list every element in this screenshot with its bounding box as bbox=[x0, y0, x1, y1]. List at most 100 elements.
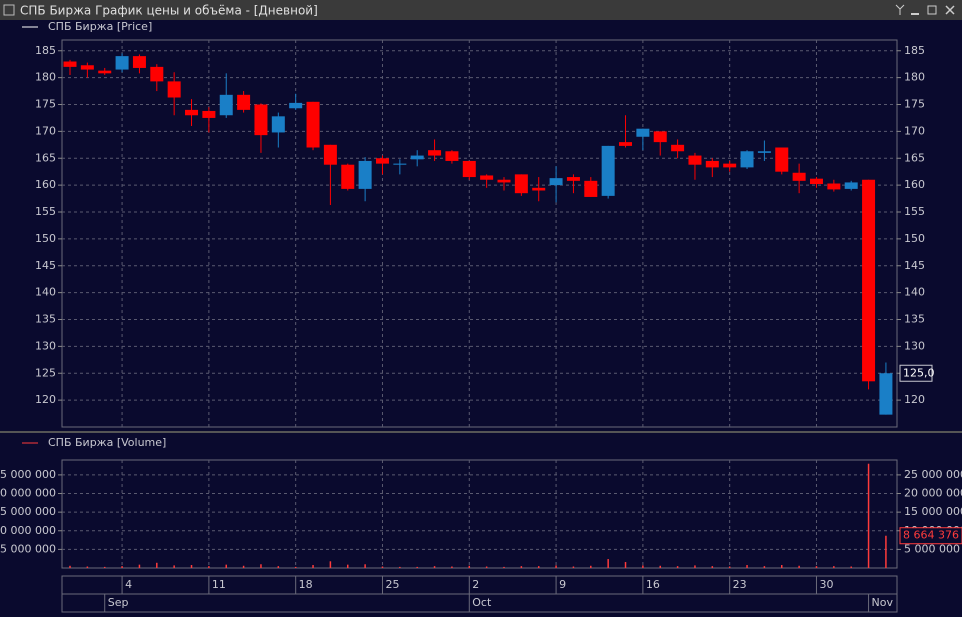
candle-body bbox=[202, 110, 216, 118]
y-tick-label: 15 000 000 bbox=[904, 505, 962, 518]
candle-body bbox=[167, 81, 181, 98]
candle-body bbox=[862, 179, 876, 382]
y-tick-label: 185 bbox=[35, 44, 56, 57]
candle-body bbox=[514, 174, 528, 194]
candle-body bbox=[566, 177, 580, 181]
y-tick-label: 140 bbox=[35, 286, 56, 299]
candle-body bbox=[237, 94, 251, 110]
candle-body bbox=[393, 163, 407, 165]
x-tick-label: 11 bbox=[212, 578, 226, 591]
candle-body bbox=[289, 102, 303, 109]
last-price-label: 125,0 bbox=[903, 366, 935, 379]
window-title: СПБ Биржа График цены и объёма - [Дневно… bbox=[20, 4, 318, 18]
candle-body bbox=[671, 144, 685, 152]
last-volume-label: 8 664 376 bbox=[903, 529, 959, 542]
legend-label: СПБ Биржа [Price] bbox=[48, 20, 152, 33]
y-tick-label: 25 000 000 bbox=[904, 468, 962, 481]
window-icon bbox=[3, 4, 15, 16]
candle-body bbox=[532, 187, 546, 191]
y-tick-label: 125 bbox=[35, 366, 56, 379]
y-tick-label: 135 bbox=[904, 313, 925, 326]
y-tick-label: 175 bbox=[904, 98, 925, 111]
y-tick-label: 180 bbox=[904, 71, 925, 84]
candle-body bbox=[497, 179, 511, 183]
x-tick-label: 25 bbox=[385, 578, 399, 591]
y-tick-label: 175 bbox=[35, 98, 56, 111]
close-button[interactable] bbox=[945, 5, 955, 15]
x-tick-label: 16 bbox=[646, 578, 660, 591]
y-tick-label: 145 bbox=[904, 259, 925, 272]
candle-body bbox=[323, 144, 337, 165]
y-tick-label: 145 bbox=[35, 259, 56, 272]
candle-body bbox=[653, 131, 667, 143]
y-tick-label: 185 bbox=[904, 44, 925, 57]
candle-body bbox=[584, 180, 598, 197]
candle-body bbox=[636, 128, 650, 137]
y-tick-label: 5 000 000 bbox=[0, 542, 56, 555]
x-tick-label: 30 bbox=[819, 578, 833, 591]
chart-layer: 1201201251251301301351351401401451451501… bbox=[0, 20, 962, 612]
candle-body bbox=[619, 142, 633, 146]
price-plot-frame bbox=[61, 39, 898, 428]
y-tick-label: 150 bbox=[35, 232, 56, 245]
y-tick-label: 135 bbox=[35, 313, 56, 326]
volume-plot-frame bbox=[61, 459, 898, 569]
x-month-label: Nov bbox=[872, 596, 894, 609]
candle-body bbox=[410, 155, 424, 160]
candle-body bbox=[63, 61, 77, 67]
x-month-label: Sep bbox=[108, 596, 129, 609]
x-tick-label: 23 bbox=[733, 578, 747, 591]
y-tick-label: 170 bbox=[35, 124, 56, 137]
title-bar bbox=[0, 0, 962, 20]
y-tick-label: 165 bbox=[35, 151, 56, 164]
candle-body bbox=[809, 178, 823, 185]
candle-body bbox=[132, 56, 146, 68]
candle-body bbox=[341, 164, 355, 189]
legend-label: СПБ Биржа [Volume] bbox=[48, 436, 166, 449]
y-tick-label: 150 bbox=[904, 232, 925, 245]
x-tick-label: 18 bbox=[299, 578, 313, 591]
candle-body bbox=[757, 151, 771, 153]
candle-body bbox=[254, 104, 268, 136]
y-tick-label: 160 bbox=[35, 178, 56, 191]
y-tick-label: 165 bbox=[904, 151, 925, 164]
y-tick-label: 160 bbox=[904, 178, 925, 191]
x-month-label: Oct bbox=[472, 596, 492, 609]
y-tick-label: 180 bbox=[35, 71, 56, 84]
y-tick-label: 120 bbox=[35, 393, 56, 406]
x-tick-label: 9 bbox=[559, 578, 566, 591]
candle-body bbox=[792, 172, 806, 181]
candle-body bbox=[549, 178, 563, 186]
candle-body bbox=[185, 109, 199, 116]
last-price-box bbox=[899, 364, 933, 382]
candle-body bbox=[306, 101, 320, 148]
y-tick-label: 140 bbox=[904, 286, 925, 299]
candle-body bbox=[688, 155, 702, 165]
pin-button[interactable] bbox=[895, 4, 905, 15]
candle-body bbox=[462, 160, 476, 178]
candle-body bbox=[428, 150, 442, 156]
x-tick-label: 2 bbox=[472, 578, 479, 591]
candle-body bbox=[705, 160, 719, 168]
candle-body bbox=[98, 70, 112, 74]
candle-body bbox=[80, 65, 94, 70]
candle-body bbox=[480, 175, 494, 180]
candle-body bbox=[723, 163, 737, 168]
y-tick-label: 25 000 000 bbox=[0, 468, 56, 481]
y-tick-label: 5 000 000 bbox=[904, 542, 960, 555]
candle-body bbox=[271, 116, 285, 133]
candle-body bbox=[879, 373, 893, 415]
maximize-button[interactable] bbox=[927, 5, 937, 15]
y-tick-label: 130 bbox=[35, 339, 56, 352]
candle-body bbox=[375, 158, 389, 164]
candle-body bbox=[358, 160, 372, 189]
last-volume-box bbox=[899, 527, 962, 545]
candle-body bbox=[150, 66, 164, 82]
y-tick-label: 155 bbox=[35, 205, 56, 218]
candle-body bbox=[827, 183, 841, 190]
y-tick-label: 130 bbox=[904, 339, 925, 352]
candle-body bbox=[219, 94, 233, 116]
